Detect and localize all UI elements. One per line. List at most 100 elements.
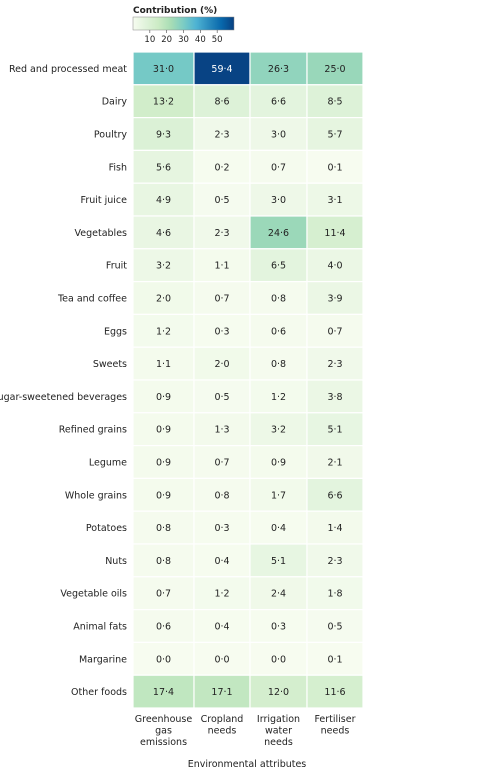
row-label: Nuts bbox=[105, 556, 127, 567]
cell-value-label: 0·9 bbox=[271, 458, 286, 469]
heatmap-cell bbox=[306, 116, 364, 151]
cell-value-label: 0·6 bbox=[156, 622, 171, 633]
cell-value-label: 11·4 bbox=[324, 228, 345, 239]
cell-value-label: 3·1 bbox=[327, 195, 342, 206]
cell-value-label: 8·6 bbox=[214, 97, 229, 108]
cell-value-label: 0·7 bbox=[214, 458, 229, 469]
row-label: Fruit bbox=[106, 261, 127, 272]
cell-value-label: 2·3 bbox=[327, 556, 342, 567]
heatmap-cell bbox=[306, 477, 364, 512]
heatmap-cell bbox=[132, 248, 195, 283]
legend-title: Contribution (%) bbox=[133, 6, 217, 16]
cell-value-label: 24·6 bbox=[268, 228, 289, 239]
heatmap-cell bbox=[249, 116, 308, 151]
heatmap-cell bbox=[132, 674, 195, 709]
cell-value-label: 1·2 bbox=[156, 326, 171, 337]
cell-value-label: 17·1 bbox=[211, 687, 232, 698]
cell-value-label: 2·1 bbox=[327, 458, 342, 469]
cell-value-label: 0·7 bbox=[214, 294, 229, 305]
row-label: Eggs bbox=[104, 326, 127, 337]
cell-value-label: 0·1 bbox=[327, 654, 342, 665]
cell-value-label: 8·5 bbox=[327, 97, 342, 108]
cell-value-label: 1·4 bbox=[327, 523, 342, 534]
cell-value-label: 31·0 bbox=[153, 64, 174, 75]
heatmap-cell bbox=[306, 346, 364, 381]
cell-value-label: 5·1 bbox=[327, 425, 342, 436]
cell-value-label: 0·5 bbox=[214, 195, 229, 206]
cell-value-label: 0·7 bbox=[156, 589, 171, 600]
heatmap-cell bbox=[306, 248, 364, 283]
cell-value-label: 0·4 bbox=[214, 556, 229, 567]
heatmap-cell bbox=[132, 576, 195, 611]
cell-value-label: 0·9 bbox=[156, 458, 171, 469]
heatmap-cell bbox=[306, 412, 364, 447]
heatmap-cell bbox=[193, 674, 251, 709]
cell-value-label: 3·0 bbox=[271, 130, 286, 141]
heatmap-cell bbox=[249, 412, 308, 447]
cell-value-label: 0·5 bbox=[327, 622, 342, 633]
heatmap-cell bbox=[306, 543, 364, 578]
row-label: Potatoes bbox=[86, 523, 127, 534]
cell-value-label: 0·8 bbox=[271, 359, 286, 370]
color-legend: Contribution (%) 10 20 30 40 50 bbox=[132, 6, 235, 45]
cell-value-label: 1·1 bbox=[156, 359, 171, 370]
row-label: Other foods bbox=[71, 687, 127, 698]
heatmap-cell bbox=[132, 608, 195, 643]
heatmap-cell bbox=[132, 412, 195, 447]
heatmap-cell bbox=[132, 116, 195, 151]
heatmap-cell bbox=[249, 543, 308, 578]
heatmap-cell bbox=[306, 445, 364, 480]
heatmap-cell bbox=[132, 281, 195, 316]
heatmap-cells: 31·0 59·4 26·3 25·0 13·2 8·6 6·6 8·5 9·3 2·3 3·0 5·… bbox=[132, 51, 364, 709]
cell-value-label: 0·3 bbox=[271, 622, 286, 633]
cell-value-label: 0·9 bbox=[156, 425, 171, 436]
cell-value-label: 5·6 bbox=[156, 162, 171, 173]
cell-value-label: 3·2 bbox=[156, 261, 171, 272]
cell-value-label: 17·4 bbox=[153, 687, 174, 698]
row-label: Refined grains bbox=[59, 425, 127, 436]
legend-tick-label: 40 bbox=[195, 35, 206, 45]
heatmap-cell bbox=[132, 51, 195, 86]
heatmap-cell bbox=[306, 84, 364, 119]
heatmap-cell bbox=[193, 215, 251, 250]
heatmap-cell bbox=[249, 51, 308, 86]
cell-value-label: 0·4 bbox=[214, 622, 229, 633]
cell-value-label: 26·3 bbox=[268, 64, 289, 75]
cell-value-label: 4·6 bbox=[156, 228, 171, 239]
cell-value-label: 5·7 bbox=[327, 130, 342, 141]
cell-value-label: 0·1 bbox=[327, 162, 342, 173]
heatmap-cell bbox=[132, 379, 195, 414]
cell-value-label: 2·0 bbox=[156, 294, 171, 305]
cell-value-label: 1·2 bbox=[271, 392, 286, 403]
heatmap-cell bbox=[132, 445, 195, 480]
cell-value-label: 3·2 bbox=[271, 425, 286, 436]
cell-value-label: 0·0 bbox=[271, 654, 286, 665]
heatmap-cell bbox=[306, 608, 364, 643]
cell-value-label: 0·3 bbox=[214, 326, 229, 337]
cell-value-label: 0·7 bbox=[327, 326, 342, 337]
cell-value-label: 0·5 bbox=[214, 392, 229, 403]
cell-value-label: 2·3 bbox=[214, 228, 229, 239]
row-label: Vegetables bbox=[75, 228, 128, 239]
cell-value-label: 0·9 bbox=[156, 392, 171, 403]
row-label: Whole grains bbox=[65, 490, 127, 501]
heatmap-cell bbox=[249, 379, 308, 414]
cell-value-label: 0·7 bbox=[271, 162, 286, 173]
heatmap-cell bbox=[193, 313, 251, 348]
cell-value-label: 9·3 bbox=[156, 130, 171, 141]
column-labels: Greenhouse gas emissions Cropland needs Irrig… bbox=[135, 714, 356, 748]
cell-value-label: 6·5 bbox=[271, 261, 286, 272]
column-label: Irrigation water needs bbox=[257, 714, 300, 748]
column-label: Greenhouse gas emissions bbox=[135, 714, 193, 748]
cell-value-label: 6·6 bbox=[271, 97, 286, 108]
cell-value-label: 3·0 bbox=[271, 195, 286, 206]
heatmap-cell bbox=[132, 215, 195, 250]
cell-value-label: 2·0 bbox=[214, 359, 229, 370]
row-label: Vegetable oils bbox=[60, 589, 127, 600]
heatmap-cell bbox=[193, 281, 251, 316]
cell-value-label: 0·8 bbox=[156, 523, 171, 534]
heatmap-cell bbox=[193, 477, 251, 512]
cell-value-label: 2·3 bbox=[214, 130, 229, 141]
cell-value-label: 4·9 bbox=[156, 195, 171, 206]
legend-tick-label: 30 bbox=[178, 35, 189, 45]
